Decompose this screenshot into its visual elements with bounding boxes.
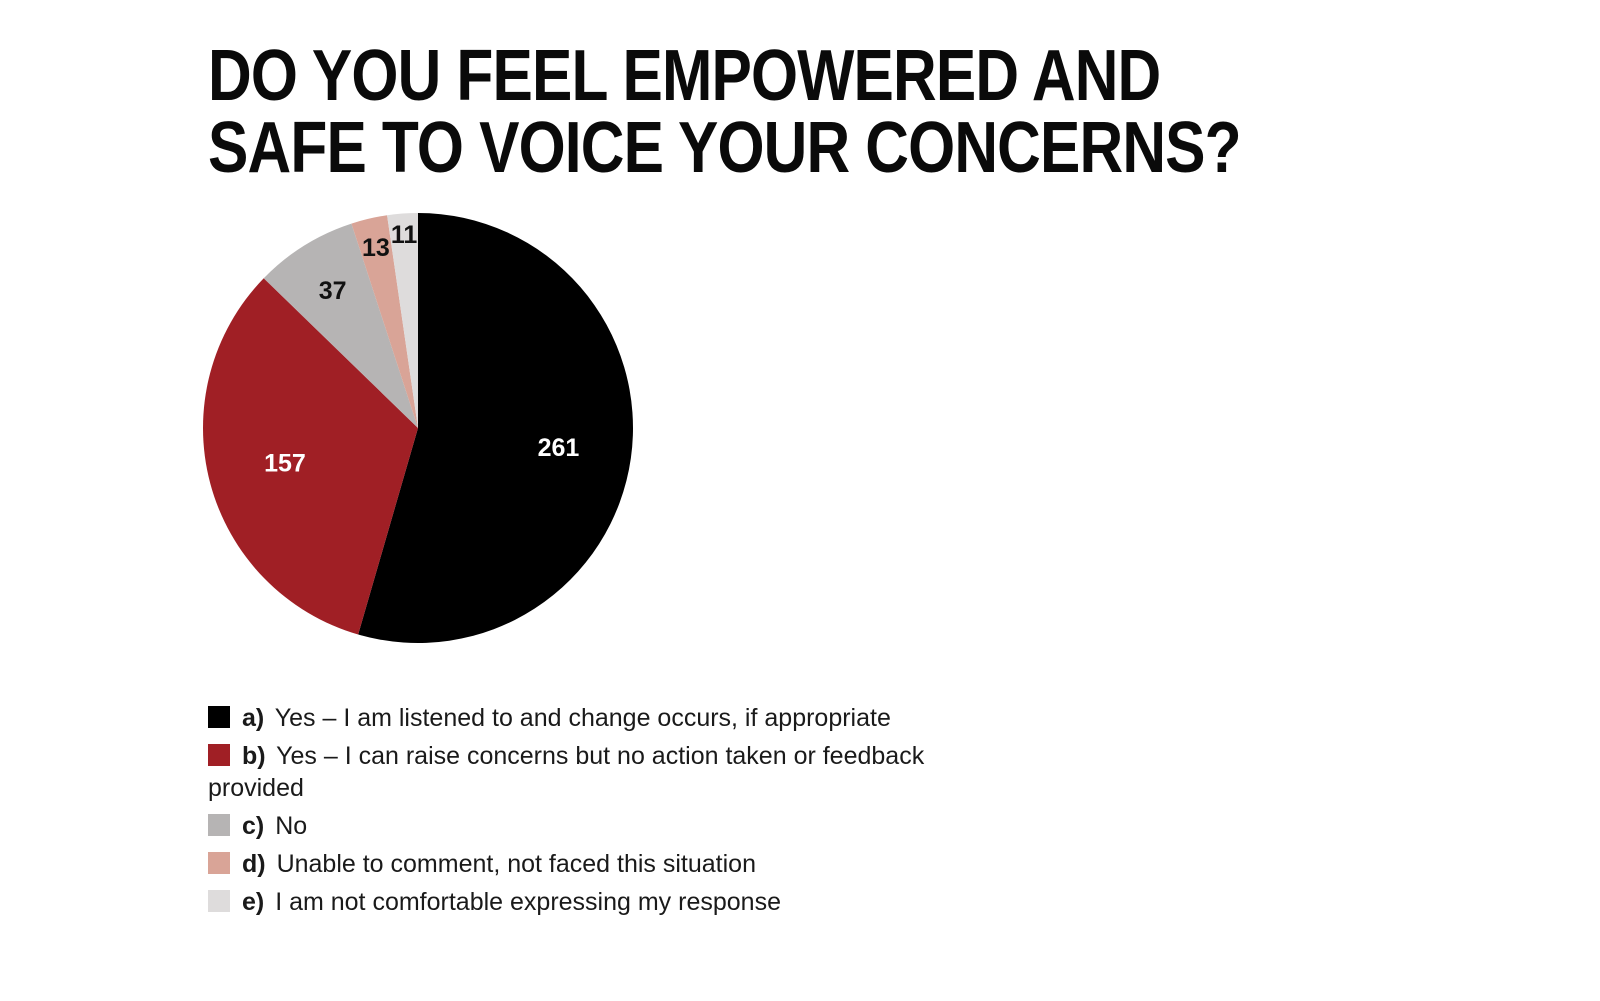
chart-legend: a) Yes – I am listened to and change occ… [208, 702, 928, 924]
pie-slice-d [351, 215, 418, 428]
legend-letter-b: b) [242, 742, 266, 770]
legend-item-b: b) Yes – I can raise concerns but no act… [208, 740, 928, 804]
pie-slice-label-e: 11 [391, 221, 418, 249]
chart-title-line-2: SAFE TO VOICE YOUR CONCERNS? [208, 108, 1242, 188]
chart-title: DO YOU FEEL EMPOWERED AND SAFE TO VOICE … [208, 36, 1242, 188]
legend-swatch-a [208, 706, 230, 728]
pie-slice-c [263, 223, 418, 428]
pie-chart: 261 157 37 13 11 [202, 213, 633, 643]
legend-label-a: Yes – I am listened to and change occurs… [274, 704, 891, 732]
legend-item-e: e) I am not comfortable expressing my re… [208, 886, 928, 918]
pie-slice-label-b: 157 [264, 449, 306, 477]
legend-swatch-b [208, 744, 230, 766]
legend-item-a: a) Yes – I am listened to and change occ… [208, 702, 928, 734]
legend-label-b: Yes – I can raise concerns but no action… [208, 742, 925, 802]
legend-item-d: d) Unable to comment, not faced this sit… [208, 848, 928, 880]
legend-label-d: Unable to comment, not faced this situat… [276, 850, 756, 878]
legend-item-c: c) No [208, 810, 928, 842]
pie-slice-a [358, 213, 633, 643]
pie-slice-e [387, 213, 418, 428]
legend-letter-e: e) [242, 888, 265, 916]
legend-letter-d: d) [242, 850, 266, 878]
pie-slice-label-d: 13 [362, 234, 390, 262]
pie-slice-label-c: 37 [319, 277, 347, 305]
legend-label-e: I am not comfortable expressing my respo… [275, 888, 781, 916]
legend-letter-a: a) [242, 704, 265, 732]
legend-swatch-c [208, 814, 230, 836]
legend-letter-c: c) [242, 812, 265, 840]
chart-title-line-1: DO YOU FEEL EMPOWERED AND [208, 36, 1161, 116]
pie-slice-label-a: 261 [538, 434, 580, 462]
legend-label-c: No [275, 812, 308, 840]
legend-swatch-d [208, 852, 230, 874]
pie-slice-b [202, 278, 418, 635]
legend-swatch-e [208, 890, 230, 912]
